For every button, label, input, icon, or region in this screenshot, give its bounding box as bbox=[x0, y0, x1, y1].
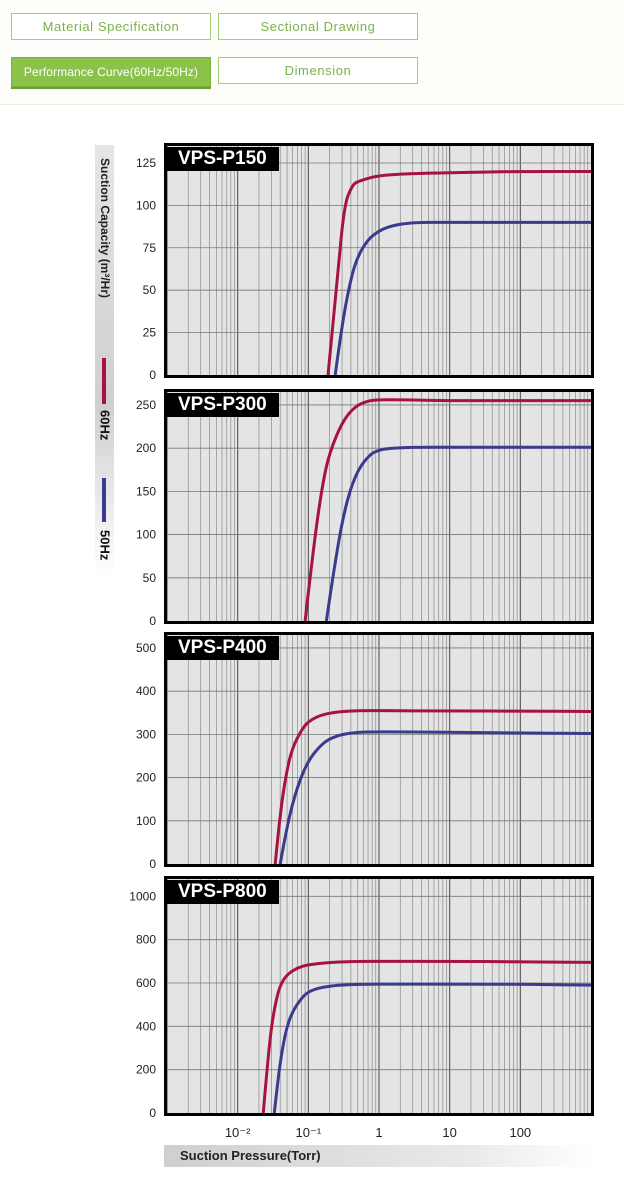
y-tick-label: 150 bbox=[136, 484, 156, 498]
chart-vps-p300: 0 50 100 150 200 250 bbox=[136, 389, 594, 628]
series-line-50hz bbox=[272, 982, 592, 1114]
y-tick-label: 200 bbox=[136, 1063, 156, 1077]
series-line-60hz bbox=[326, 169, 591, 376]
y-tick-label: 200 bbox=[136, 771, 156, 785]
tab-bar: Material Specification Sectional Drawing… bbox=[0, 0, 624, 105]
y-tick-label: 100 bbox=[136, 814, 156, 828]
y-tick-label: 50 bbox=[143, 283, 157, 297]
x-tick-label: 1 bbox=[375, 1125, 382, 1140]
y-tick-label: 600 bbox=[136, 976, 156, 990]
y-axis-title-text: Suction Capacity (m³/Hr) bbox=[97, 158, 112, 299]
y-tick-label: 100 bbox=[136, 528, 156, 542]
chart-vps-p800: 0 200 400 600 800 1000 10⁻² 10⁻¹ 1 10 100 bbox=[129, 876, 594, 1140]
legend-50hz-swatch bbox=[102, 478, 106, 522]
series-line-60hz bbox=[273, 709, 592, 865]
x-tick-label: 10 bbox=[442, 1125, 456, 1140]
tab-sectional-drawing[interactable]: Sectional Drawing bbox=[218, 13, 418, 40]
x-tick-label: 10⁻² bbox=[225, 1125, 251, 1140]
legend-50hz-label: 50Hz bbox=[97, 530, 112, 561]
y-tick-label: 0 bbox=[149, 614, 156, 628]
legend-50hz: 50Hz bbox=[95, 530, 114, 570]
y-tick-label: 1000 bbox=[129, 889, 156, 903]
y-tick-label: 500 bbox=[136, 641, 156, 655]
y-tick-label: 400 bbox=[136, 684, 156, 698]
y-tick-label: 250 bbox=[136, 398, 156, 412]
y-tick-label: 50 bbox=[143, 571, 157, 585]
y-tick-label: 0 bbox=[149, 857, 156, 871]
tab-material-specification[interactable]: Material Specification bbox=[11, 13, 211, 40]
chart-title-vps-p150: VPS-P150 bbox=[166, 147, 279, 171]
legend-60hz: 60Hz bbox=[95, 410, 114, 450]
x-axis-title: Suction Pressure(Torr) bbox=[180, 1148, 321, 1163]
chart-vps-p400: 0 100 200 300 400 500 bbox=[136, 632, 594, 871]
tab-dimension[interactable]: Dimension bbox=[218, 57, 418, 84]
chart-title-vps-p300: VPS-P300 bbox=[166, 393, 279, 417]
series-line-50hz bbox=[278, 730, 592, 865]
y-axis-title: Suction Capacity (m³/Hr) bbox=[95, 158, 114, 318]
y-tick-label: 100 bbox=[136, 198, 156, 212]
series-line-50hz bbox=[324, 445, 591, 622]
x-tick-label: 10⁻¹ bbox=[296, 1125, 322, 1140]
plot-frame bbox=[164, 143, 594, 378]
y-axis: 0 25 50 75 100 125 bbox=[136, 156, 594, 382]
y-tick-label: 125 bbox=[136, 156, 156, 170]
series-line-60hz bbox=[261, 959, 592, 1114]
y-axis: 0 200 400 600 800 1000 bbox=[129, 889, 594, 1120]
plot-frame bbox=[164, 389, 594, 624]
x-grid bbox=[166, 635, 589, 864]
y-tick-label: 400 bbox=[136, 1019, 156, 1033]
x-axis-title-bar: Suction Pressure(Torr) bbox=[164, 1145, 594, 1167]
series-line-60hz bbox=[303, 398, 591, 622]
y-tick-label: 25 bbox=[143, 326, 157, 340]
chart-title-vps-p800: VPS-P800 bbox=[166, 880, 279, 904]
x-grid bbox=[166, 879, 589, 1113]
legend-60hz-swatch bbox=[102, 358, 106, 404]
y-tick-label: 75 bbox=[143, 241, 157, 255]
legend-60hz-label: 60Hz bbox=[97, 410, 112, 441]
y-tick-label: 0 bbox=[149, 1106, 156, 1120]
chart-title-vps-p400: VPS-P400 bbox=[166, 636, 279, 660]
x-tick-label: 100 bbox=[509, 1125, 531, 1140]
chart-vps-p150: 0 25 50 75 100 125 bbox=[136, 143, 594, 382]
tab-performance-curve[interactable]: Performance Curve(60Hz/50Hz) bbox=[11, 57, 211, 87]
plot-frame bbox=[164, 632, 594, 867]
x-grid bbox=[166, 392, 589, 621]
y-tick-label: 0 bbox=[149, 368, 156, 382]
y-tick-label: 200 bbox=[136, 441, 156, 455]
plot-frame bbox=[164, 876, 594, 1116]
y-tick-label: 800 bbox=[136, 933, 156, 947]
series-line-50hz bbox=[333, 220, 591, 376]
x-axis: 10⁻² 10⁻¹ 1 10 100 bbox=[225, 1125, 531, 1140]
y-tick-label: 300 bbox=[136, 727, 156, 741]
